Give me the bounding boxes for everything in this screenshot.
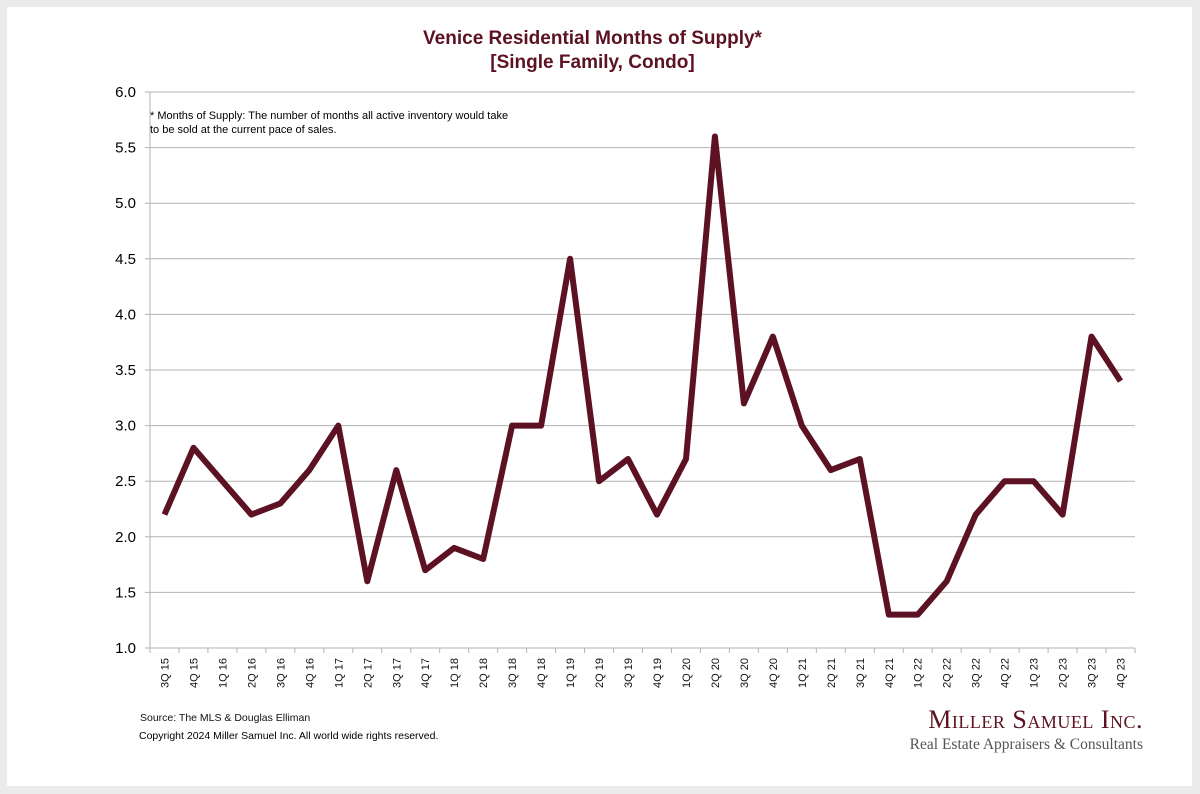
x-tick-label: 3Q 18: [507, 658, 519, 688]
y-tick-label: 5.0: [115, 195, 136, 212]
x-tick-label: 4Q 21: [884, 658, 896, 688]
x-tick-label: 2Q 20: [710, 658, 722, 688]
logo-name: Miller Samuel Inc.: [928, 705, 1143, 734]
y-tick-label: 5.5: [115, 140, 136, 157]
y-tick-label: 2.0: [115, 529, 136, 546]
y-tick-label: 4.0: [115, 306, 136, 323]
x-tick-label: 2Q 19: [594, 658, 606, 688]
x-tick-label: 4Q 19: [652, 658, 664, 688]
x-tick-label: 3Q 21: [855, 658, 867, 688]
chart-title: Venice Residential Months of Supply*: [423, 28, 762, 49]
copyright-note: Copyright 2024 Miller Samuel Inc. All wo…: [139, 730, 439, 742]
x-tick-label: 1Q 16: [217, 658, 229, 688]
y-axis-ticks: 1.0 1.5 2.0 2.5 3.0 3.5 4.0 4.5 5.0 5.5 6.0: [115, 84, 136, 657]
x-tick-label: 3Q 17: [391, 658, 403, 688]
chart-card: [7, 7, 1192, 786]
x-tick-label: 2Q 17: [362, 658, 374, 688]
x-tick-label: 2Q 21: [826, 658, 838, 688]
y-tick-label: 1.5: [115, 584, 136, 601]
x-tick-label: 4Q 16: [304, 658, 316, 688]
x-tick-label: 1Q 20: [681, 658, 693, 688]
y-tick-label: 3.0: [115, 418, 136, 435]
x-tick-label: 4Q 20: [768, 658, 780, 688]
y-tick-label: 3.5: [115, 362, 136, 379]
x-tick-label: 2Q 16: [246, 658, 258, 688]
x-tick-label: 1Q 17: [333, 658, 345, 688]
x-tick-label: 4Q 18: [536, 658, 548, 688]
axes: [145, 91, 1136, 653]
x-tick-label: 4Q 17: [420, 658, 432, 688]
series: [161, 133, 1124, 618]
x-tick-label: 4Q 15: [188, 658, 200, 688]
x-tick-label: 4Q 23: [1116, 658, 1128, 688]
company-logo: Miller Samuel Inc. Real Estate Appraiser…: [910, 705, 1143, 755]
x-tick-label: 3Q 15: [159, 658, 171, 688]
x-tick-label: 4Q 22: [1000, 658, 1012, 688]
source-note: Source: The MLS & Douglas Elliman: [140, 712, 311, 724]
x-tick-label: 3Q 20: [739, 658, 751, 688]
x-tick-label: 1Q 18: [449, 658, 461, 688]
y-tick-label: 4.5: [115, 251, 136, 268]
x-tick-label: 3Q 23: [1087, 658, 1099, 688]
chart-subtitle: [Single Family, Condo]: [490, 52, 695, 73]
x-tick-label: 3Q 22: [971, 658, 983, 688]
x-tick-label: 3Q 19: [623, 658, 635, 688]
gridlines: [150, 91, 1135, 593]
series-line: [161, 133, 1124, 618]
x-tick-label: 2Q 23: [1058, 658, 1070, 688]
x-tick-label: 1Q 21: [797, 658, 809, 688]
y-tick-label: 6.0: [115, 84, 136, 101]
x-tick-label: 1Q 19: [565, 658, 577, 688]
x-tick-label: 2Q 18: [478, 658, 490, 688]
x-tick-label: 2Q 22: [942, 658, 954, 688]
y-tick-label: 2.5: [115, 473, 136, 490]
y-tick-label: 1.0: [115, 640, 136, 657]
months-of-supply-footnote: * Months of Supply: The number of months…: [150, 110, 509, 136]
x-axis-ticks: 3Q 15 4Q 15 1Q 16 2Q 16 3Q 16 4Q 16 1Q 17 2Q 17…: [159, 658, 1127, 688]
x-tick-label: 1Q 22: [913, 658, 925, 688]
x-tick-label: 1Q 23: [1029, 658, 1041, 688]
x-tick-label: 3Q 16: [275, 658, 287, 688]
logo-tagline: Real Estate Appraisers & Consultants: [909, 736, 1143, 753]
